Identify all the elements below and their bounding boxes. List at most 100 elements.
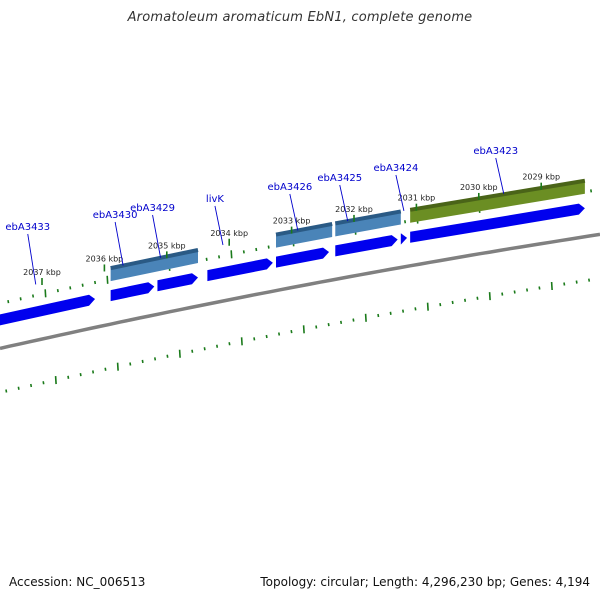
- gene-label: ebA3433: [5, 222, 50, 233]
- inner-tick: [588, 278, 591, 282]
- outer-tick: [56, 288, 59, 293]
- gene-label-leader: [339, 184, 349, 222]
- scale-label: 2031 kbp: [398, 194, 436, 203]
- inner-tick: [104, 367, 107, 371]
- outer-tick: [590, 189, 593, 193]
- scale-labels: 2037 kbp 2036 kbp 2035 kbp 2034 kbp 2033 kbp…: [23, 173, 560, 286]
- gene-label: ebA3424: [374, 163, 419, 174]
- inner-tick: [439, 302, 442, 307]
- gene-label-leader: [395, 174, 405, 212]
- inner-tick: [42, 381, 45, 385]
- inner-tick: [563, 282, 566, 286]
- gene-label-leader: [289, 193, 299, 231]
- cds-arrow: [410, 203, 585, 243]
- gene-bar-edge: [110, 248, 199, 271]
- inner-tick: [402, 309, 405, 313]
- inner-tick: [327, 323, 330, 327]
- cds-arrow: [207, 258, 273, 282]
- outer-tick: [242, 250, 245, 254]
- gene-bar-fill: [335, 211, 401, 237]
- gene-label-leader: [27, 233, 37, 285]
- backbone-group: [0, 232, 600, 351]
- gene-bar-fill: [410, 180, 585, 223]
- outer-tick: [7, 299, 10, 304]
- gene-bar-fill: [110, 250, 198, 282]
- inner-tick: [203, 347, 206, 351]
- gene-bar-edge: [334, 209, 402, 226]
- cds-track: [0, 203, 585, 326]
- inner-tick: [377, 313, 380, 318]
- inner-tick: [5, 389, 8, 393]
- inner-tick: [265, 334, 268, 339]
- scale-label: 2030 kbp: [460, 183, 498, 192]
- inner-tick: [17, 386, 20, 390]
- inner-tick: [240, 337, 243, 346]
- gene-track: [110, 178, 586, 282]
- gene-bar: [409, 178, 586, 223]
- inner-tick: [253, 337, 256, 341]
- inner-tick: [191, 349, 194, 353]
- gene-label: ebA3426: [267, 182, 312, 193]
- inner-tick: [30, 383, 33, 388]
- outer-tick: [404, 220, 407, 224]
- gene-bar: [110, 248, 199, 282]
- genome-summary-text: Topology: circular; Length: 4,296,230 bp…: [260, 575, 590, 589]
- gene-label-leader: [114, 221, 124, 266]
- cds-arrow: [400, 233, 408, 245]
- outer-tick: [44, 289, 47, 298]
- cds-arrow: [335, 235, 398, 257]
- outer-tick: [106, 275, 109, 284]
- outer-tick: [230, 250, 233, 259]
- genome-backbone: [0, 232, 600, 351]
- inner-tick: [340, 320, 343, 324]
- outer-tick: [267, 245, 270, 249]
- inner-tick: [290, 330, 293, 334]
- scale-label: 2035 kbp: [148, 241, 186, 250]
- scale-label: 2037 kbp: [23, 268, 61, 277]
- inner-tick: [67, 375, 70, 379]
- inner-tick: [364, 313, 367, 322]
- inner-tick: [166, 354, 169, 358]
- gene-label: ebA3429: [130, 203, 175, 214]
- inner-tick: [464, 298, 467, 302]
- outer-tick: [69, 286, 72, 290]
- inner-tick: [550, 281, 553, 291]
- inner-tick: [501, 292, 504, 296]
- gene-label: ebA3425: [317, 173, 362, 184]
- inner-tick: [352, 318, 355, 322]
- scale-label: 2029 kbp: [522, 173, 560, 182]
- inner-tick: [414, 307, 417, 311]
- gene-bar-edge: [275, 221, 333, 237]
- scale-label: 2034 kbp: [210, 229, 248, 238]
- inner-tick: [129, 362, 132, 366]
- inner-tick: [476, 296, 479, 300]
- cds-arrow: [0, 294, 96, 326]
- inner-tick: [513, 290, 516, 294]
- inner-tick: [79, 372, 82, 377]
- inner-tick: [54, 375, 57, 385]
- accession-text: Accession: NC_006513: [9, 575, 146, 589]
- cds-arrow: [110, 282, 155, 302]
- inner-tick: [178, 349, 181, 358]
- gene-label: ebA3423: [473, 146, 518, 157]
- gene-label-leader: [214, 205, 224, 246]
- outer-tick: [205, 257, 208, 261]
- gene-label-leader: [152, 214, 162, 258]
- inner-tick: [538, 286, 541, 290]
- inner-tick: [488, 292, 491, 301]
- outer-tick: [218, 255, 221, 259]
- outer-tick: [19, 297, 22, 301]
- inner-tick: [116, 362, 119, 371]
- inner-tick: [278, 332, 281, 336]
- inner-tick: [426, 302, 429, 311]
- inner-tick: [228, 342, 231, 346]
- gene-bar-edge: [409, 178, 586, 212]
- inner-tick: [216, 344, 219, 348]
- scale-label: 2036 kbp: [86, 254, 124, 263]
- inner-tick: [315, 325, 318, 329]
- gene-bar: [275, 221, 333, 248]
- outer-tick: [94, 280, 97, 285]
- inner-tick: [141, 359, 144, 364]
